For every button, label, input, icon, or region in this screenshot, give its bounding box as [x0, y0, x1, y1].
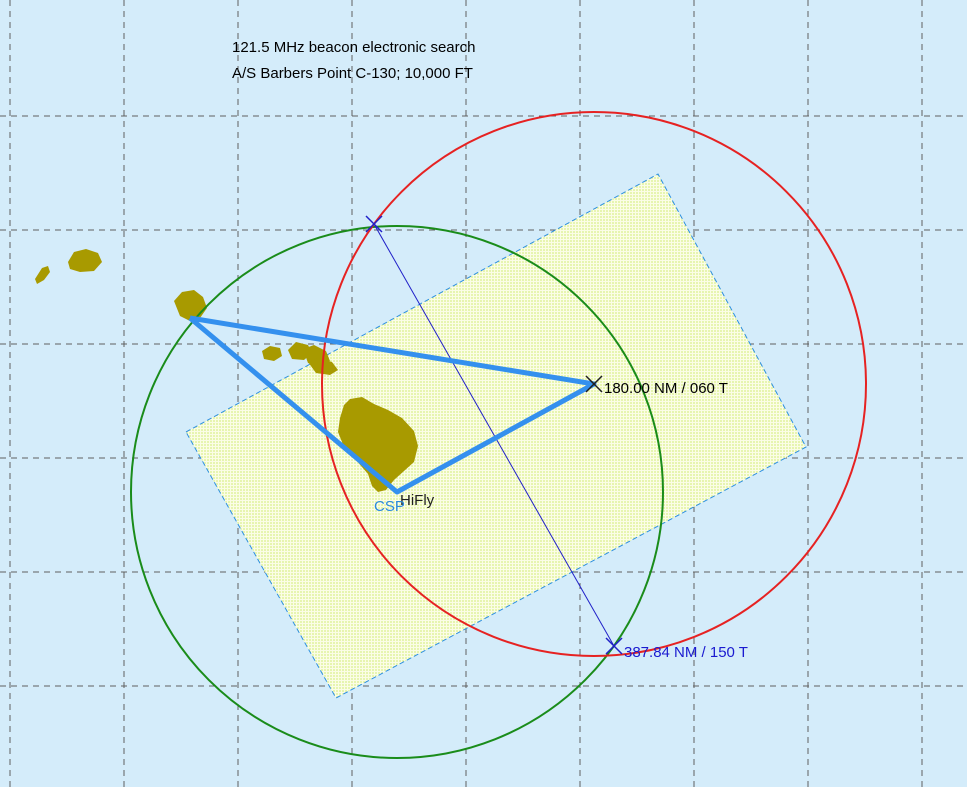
bearing-line [373, 223, 615, 647]
csp-label: CSP [374, 498, 405, 515]
range-point-label: 180.00 NM / 060 T [604, 380, 728, 397]
x-marker-range [585, 375, 603, 393]
island-hawaii [338, 397, 418, 492]
green-range-circle [130, 225, 664, 759]
red-range-circle [321, 111, 867, 657]
x-marker-intersection [605, 637, 623, 655]
island-molokai [262, 346, 282, 361]
intersection-label: 387.84 NM / 150 T [624, 644, 748, 661]
island-kauai [68, 249, 102, 272]
origin-label: HiFly [400, 492, 435, 509]
islands [35, 249, 418, 492]
flight-track [188, 315, 597, 495]
island-niihau [35, 266, 50, 284]
x-marker-top [365, 215, 383, 233]
map-title-line1: 121.5 MHz beacon electronic search [232, 39, 475, 56]
map-title-line2: A/S Barbers Point C-130; 10,000 FT [232, 65, 473, 82]
